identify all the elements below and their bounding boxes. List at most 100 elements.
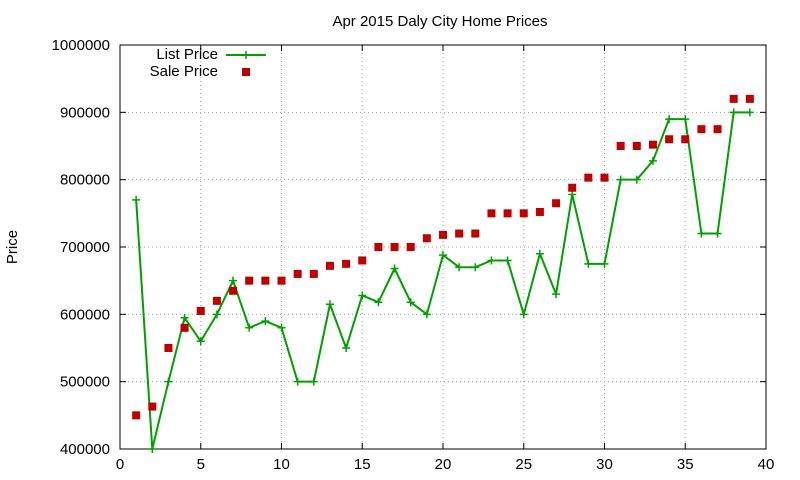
sale-price-point [471, 229, 480, 238]
list-price-point [600, 259, 609, 268]
list-price-point [261, 317, 270, 326]
list-price-point [212, 310, 221, 319]
sale-price-point [261, 276, 270, 285]
list-price-point [713, 229, 722, 238]
legend-label-list-price: List Price [156, 46, 218, 63]
x-tick-label: 40 [758, 456, 775, 473]
list-price-point [584, 259, 593, 268]
sale-price-point [503, 209, 512, 218]
list-price-point [309, 377, 318, 386]
sale-price-point [342, 259, 351, 268]
list-price-point [390, 264, 399, 273]
list-price-point [293, 377, 302, 386]
series-sale-price [132, 94, 754, 420]
sale-price-point [455, 229, 464, 238]
x-axis: 0 5 10 15 20 25 30 35 40 [116, 45, 775, 473]
y-tick-label: 700000 [60, 239, 110, 256]
list-price-point [439, 251, 447, 260]
list-price-point [406, 298, 415, 307]
sale-price-point [648, 140, 657, 149]
sale-price-point [745, 94, 754, 103]
list-price-point [552, 290, 561, 299]
list-price-point [374, 298, 383, 307]
y-tick-label: 600000 [60, 306, 110, 323]
list-price-point [245, 323, 254, 332]
list-price-point [487, 256, 496, 265]
y-axis: 400000 500000 600000 700000 800000 900000 1000… [52, 37, 766, 458]
sale-price-point [422, 234, 431, 243]
sale-price-point [309, 269, 318, 278]
list-price-point [697, 229, 706, 238]
list-price-point [665, 115, 674, 124]
sale-price-point [584, 173, 593, 182]
grid [120, 45, 766, 449]
sale-price-point [487, 209, 496, 218]
sale-price-point [148, 402, 157, 411]
y-tick-label: 800000 [60, 172, 110, 189]
sale-price-point [406, 243, 415, 251]
list-price-point [519, 310, 528, 319]
list-price-point [745, 108, 754, 117]
list-price-point [422, 310, 431, 319]
list-price-point [471, 263, 480, 272]
legend-marker-sale-price [242, 68, 250, 76]
sale-price-point [374, 243, 383, 251]
y-axis-label: Price [4, 230, 21, 264]
sale-price-point [229, 286, 238, 295]
sale-price-point [681, 135, 690, 144]
list-price-point [455, 263, 464, 272]
sale-price-point [390, 243, 399, 251]
legend-marker-list-price [242, 51, 250, 59]
list-price-point [229, 276, 238, 285]
x-tick-label: 20 [435, 456, 452, 473]
list-price-point [681, 115, 690, 124]
sale-price-point [164, 344, 173, 352]
list-price-point [277, 323, 286, 332]
legend: List Price Sale Price [150, 46, 266, 80]
sale-price-point [616, 142, 625, 150]
sale-price-point [713, 125, 722, 134]
list-price-point [632, 175, 641, 184]
sale-price-point [358, 256, 367, 265]
list-price-line [135, 111, 750, 450]
sale-price-point [245, 276, 254, 285]
list-price-point [503, 256, 512, 265]
sale-price-point [535, 207, 544, 216]
list-price-point [325, 300, 334, 309]
sale-price-point [132, 411, 141, 420]
sale-price-point [212, 296, 221, 305]
sale-price-point [665, 135, 674, 144]
list-price-point [342, 344, 351, 352]
list-price-point [164, 377, 173, 386]
chart-title: Apr 2015 Daly City Home Prices [332, 13, 547, 30]
series-list-price [132, 108, 754, 453]
sale-price-point [697, 125, 706, 134]
list-price-point [616, 175, 625, 184]
list-price-point [568, 190, 577, 199]
x-tick-label: 25 [515, 456, 532, 473]
x-tick-label: 0 [116, 456, 124, 473]
list-price-point [648, 156, 657, 165]
sale-price-point [439, 230, 447, 239]
sale-price-point [277, 276, 286, 285]
list-price-point [180, 313, 189, 322]
y-tick-label: 500000 [60, 374, 110, 391]
x-tick-label: 5 [197, 456, 205, 473]
x-tick-label: 30 [596, 456, 613, 473]
list-price-point [358, 291, 367, 300]
sale-price-point [729, 94, 738, 103]
list-price-point [196, 337, 205, 346]
sale-price-point [196, 306, 205, 315]
x-tick-label: 10 [273, 456, 290, 473]
list-price-point [148, 445, 157, 453]
legend-label-sale-price: Sale Price [150, 63, 218, 80]
sale-price-point [600, 173, 609, 182]
y-tick-label: 1000000 [52, 37, 110, 54]
y-tick-label: 900000 [60, 104, 110, 121]
x-tick-label: 35 [677, 456, 694, 473]
list-price-point [729, 108, 738, 117]
y-tick-label: 400000 [60, 441, 110, 458]
sale-price-point [568, 183, 577, 192]
list-price-point [132, 195, 141, 204]
